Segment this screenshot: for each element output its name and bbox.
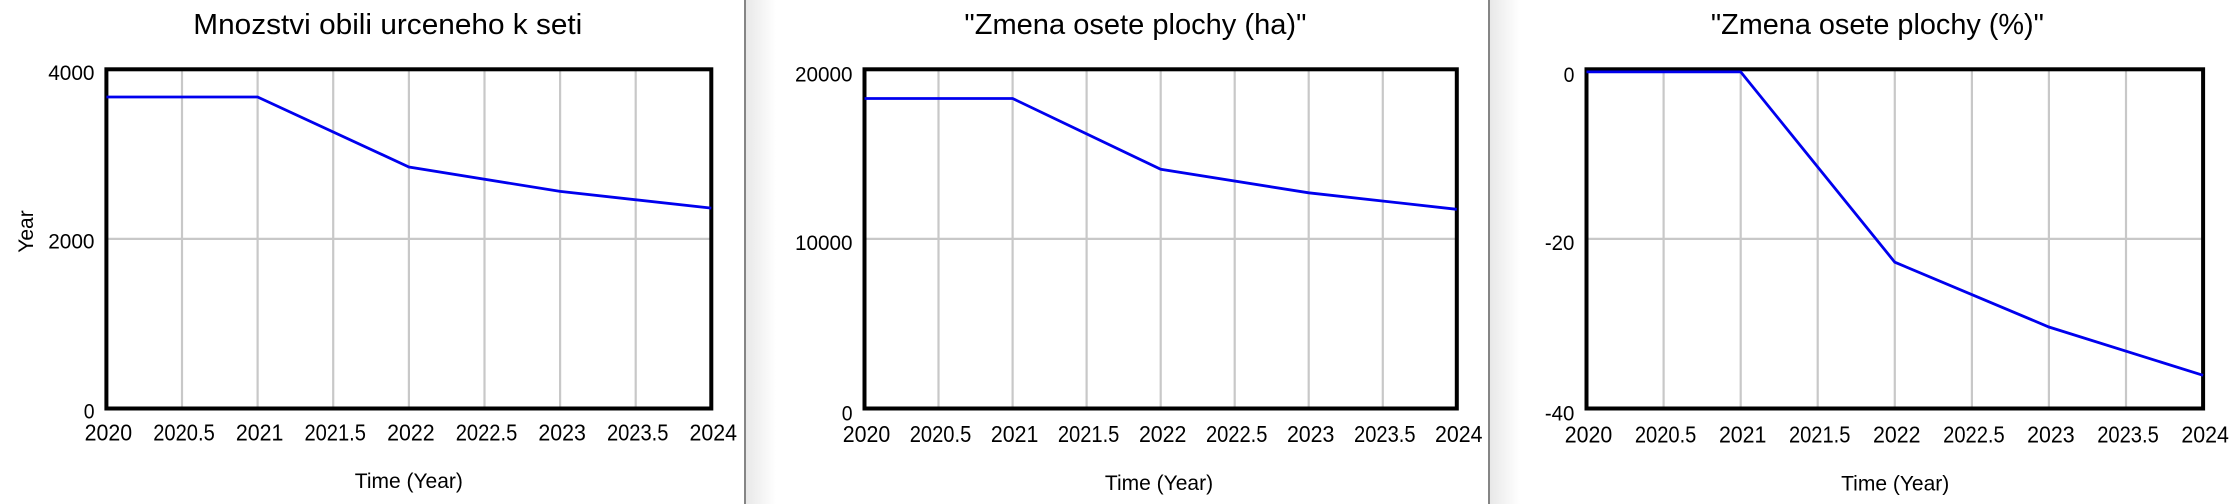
svg-text:2023: 2023 xyxy=(1287,421,1335,447)
svg-text:Year: Year xyxy=(15,210,38,252)
svg-text:Time (Year): Time (Year) xyxy=(1841,472,1949,495)
svg-text:0: 0 xyxy=(84,401,95,424)
svg-text:Time (Year): Time (Year) xyxy=(1105,472,1213,495)
svg-text:2000: 2000 xyxy=(48,231,94,254)
svg-text:2022.5: 2022.5 xyxy=(1206,421,1268,447)
svg-text:2022: 2022 xyxy=(387,420,435,446)
svg-text:2021: 2021 xyxy=(991,421,1039,447)
svg-text:2022: 2022 xyxy=(1873,421,1921,447)
svg-text:2021.5: 2021.5 xyxy=(1789,421,1851,447)
svg-text:2020: 2020 xyxy=(85,420,133,446)
svg-text:2020: 2020 xyxy=(843,421,891,447)
svg-text:Time (Year): Time (Year) xyxy=(355,470,463,493)
svg-text:"Zmena osete plochy (ha)": "Zmena osete plochy (ha)" xyxy=(964,8,1306,40)
svg-text:2022.5: 2022.5 xyxy=(456,420,518,446)
svg-text:0: 0 xyxy=(842,402,853,425)
svg-text:20000: 20000 xyxy=(795,64,853,87)
svg-text:4000: 4000 xyxy=(48,62,94,85)
svg-text:2020.5: 2020.5 xyxy=(910,421,972,447)
svg-text:"Zmena osete plochy (%)": "Zmena osete plochy (%)" xyxy=(1711,8,2044,40)
svg-text:2024: 2024 xyxy=(690,420,738,446)
svg-text:2021.5: 2021.5 xyxy=(1058,421,1120,447)
svg-text:2020.5: 2020.5 xyxy=(1635,421,1697,447)
svg-text:2023.5: 2023.5 xyxy=(607,420,669,446)
svg-text:2020.5: 2020.5 xyxy=(153,420,215,446)
svg-text:2023: 2023 xyxy=(2027,421,2075,447)
svg-text:2022.5: 2022.5 xyxy=(1943,421,2005,447)
svg-text:2023: 2023 xyxy=(538,420,586,446)
svg-text:2023.5: 2023.5 xyxy=(2097,421,2159,447)
svg-text:2024: 2024 xyxy=(2181,421,2229,447)
svg-text:2021.5: 2021.5 xyxy=(304,420,366,446)
svg-text:Mnozstvi obili urceneho k seti: Mnozstvi obili urceneho k seti xyxy=(193,8,582,40)
svg-text:2022: 2022 xyxy=(1139,421,1187,447)
svg-text:2020: 2020 xyxy=(1565,421,1613,447)
svg-text:-40: -40 xyxy=(1545,402,1575,425)
svg-text:-20: -20 xyxy=(1545,232,1575,255)
svg-text:2023.5: 2023.5 xyxy=(1354,421,1416,447)
svg-text:0: 0 xyxy=(1564,64,1575,87)
svg-text:2024: 2024 xyxy=(1435,421,1483,447)
svg-text:10000: 10000 xyxy=(795,232,853,255)
svg-text:2021: 2021 xyxy=(1719,421,1767,447)
svg-text:2021: 2021 xyxy=(236,420,284,446)
